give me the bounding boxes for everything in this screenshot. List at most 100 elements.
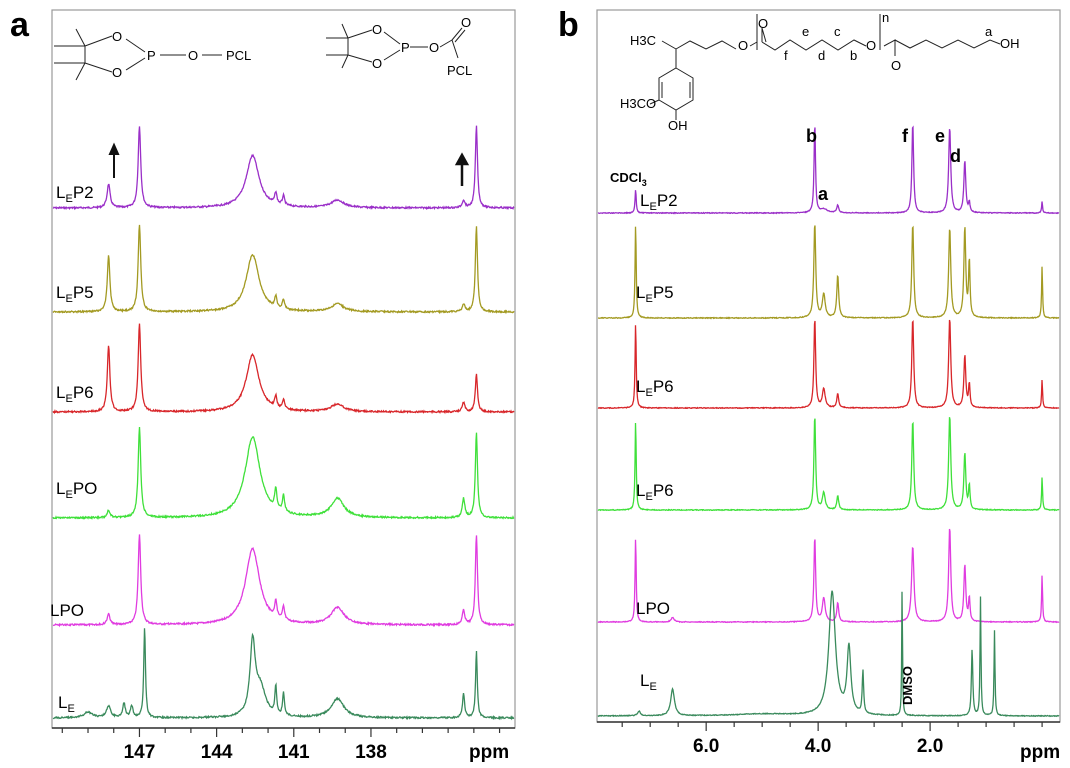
series-label-tail: P6 xyxy=(73,383,94,402)
chem-o: O xyxy=(429,40,439,55)
spectrum-lep5 xyxy=(598,225,1060,320)
series-label-sub: E xyxy=(65,489,72,501)
spectrum-lep6 xyxy=(52,323,515,415)
panel-a-xlabel: ppm xyxy=(469,742,509,763)
series-label-tail: P2 xyxy=(657,191,678,210)
panel-a-ticks: 147 144 141 138 xyxy=(61,728,501,763)
peak-label-dmso: DMSO xyxy=(900,666,915,705)
series-label-tail: P5 xyxy=(73,283,94,302)
series-label-sub: E xyxy=(67,703,74,715)
structure-eugenol-pcl xyxy=(649,14,1001,120)
series-label-sub: E xyxy=(645,293,652,305)
series-label-sub: E xyxy=(65,393,72,405)
chem-o: O xyxy=(866,38,876,53)
series-label-tail: P5 xyxy=(653,283,674,302)
chem-o: O xyxy=(112,65,122,80)
series-label-main: LPO xyxy=(50,601,84,620)
series-label: LEP2 xyxy=(56,183,94,205)
chem-label-a: a xyxy=(985,24,993,39)
series-label-main: L xyxy=(636,481,645,500)
series-label-main: L xyxy=(636,283,645,302)
series-label: LPO xyxy=(636,599,670,618)
chem-o: O xyxy=(372,22,382,37)
chem-o: O xyxy=(891,58,901,73)
panel-a-spectra xyxy=(52,125,515,721)
series-label-sub: E xyxy=(65,193,72,205)
chem-p: P xyxy=(401,40,410,55)
series-label-sub: E xyxy=(645,387,652,399)
spectrum-lep6 xyxy=(597,319,1060,410)
chem-o: O xyxy=(461,15,471,30)
series-label: LEP6 xyxy=(636,377,674,399)
panel-b-letter: b xyxy=(558,6,579,44)
panel-a-frame xyxy=(51,9,516,729)
peak-label-e: e xyxy=(935,126,945,146)
x-tick-label: 141 xyxy=(278,742,310,763)
series-label: LEP5 xyxy=(56,283,94,305)
series-label: LEP6 xyxy=(56,383,94,405)
series-label: LE xyxy=(58,693,75,715)
spectrum-lep2 xyxy=(52,125,515,211)
x-tick-label: 147 xyxy=(124,742,156,763)
x-tick-label: 4.0 xyxy=(805,736,831,757)
x-tick-label: 144 xyxy=(201,742,233,763)
chem-n: n xyxy=(882,10,889,25)
series-label-sub: E xyxy=(649,201,656,213)
series-label-tail: P2 xyxy=(73,183,94,202)
series-label-main: L xyxy=(640,671,649,690)
peak-label-a: a xyxy=(818,184,829,204)
series-label-sub: E xyxy=(65,293,72,305)
arrow-icon xyxy=(454,152,470,186)
series-label-sub: E xyxy=(649,681,656,693)
series-label-tail: P6 xyxy=(653,377,674,396)
series-label-main: L xyxy=(56,383,65,402)
arrow-icon xyxy=(108,142,120,178)
x-tick-label: 138 xyxy=(355,742,387,763)
series-label: LEP2 xyxy=(640,191,678,213)
series-label-main: L xyxy=(58,693,67,712)
chem-o: O xyxy=(188,48,198,63)
chem-o: O xyxy=(738,38,748,53)
peak-label-f: f xyxy=(902,126,909,146)
spectrum-lpo xyxy=(52,534,515,628)
panel-b-ticks: 6.0 4.0 2.0 xyxy=(621,722,1043,757)
spectrum-lep2 xyxy=(597,125,1060,215)
chem-pcl: PCL xyxy=(226,48,251,63)
chem-h3c: H3C xyxy=(630,33,656,48)
spectrum-le xyxy=(52,628,515,721)
series-label: LEP5 xyxy=(636,283,674,305)
spectrum-lep6-green xyxy=(597,417,1060,512)
structure-phosphite-pcl xyxy=(54,28,222,81)
chem-o: O xyxy=(372,56,382,71)
peak-label-cdcl3: CDCl3 xyxy=(610,170,647,188)
panel-b-spectra xyxy=(597,125,1060,718)
chem-label-c: c xyxy=(834,24,841,39)
x-tick-label: 2.0 xyxy=(917,736,943,757)
chem-label-b: b xyxy=(850,48,857,63)
peak-label-d: d xyxy=(950,146,961,166)
series-label: LEP6 xyxy=(636,481,674,503)
panel-a-letter: a xyxy=(10,6,30,44)
series-label: LPO xyxy=(50,601,84,620)
chem-p: P xyxy=(147,48,156,63)
series-label-main: LPO xyxy=(636,599,670,618)
chem-oh: OH xyxy=(668,118,688,133)
spectrum-lep5 xyxy=(52,224,515,315)
chem-label-f: f xyxy=(784,48,788,63)
chem-label-e: e xyxy=(802,24,809,39)
series-label-tail: P6 xyxy=(653,481,674,500)
chem-o: O xyxy=(112,29,122,44)
series-label-tail: PO xyxy=(73,479,98,498)
spectrum-le xyxy=(597,590,1060,718)
structure-phosphite-ester-pcl xyxy=(326,23,466,69)
x-tick-label: 6.0 xyxy=(693,736,719,757)
series-label-main: L xyxy=(56,183,65,202)
series-label-main: L xyxy=(56,479,65,498)
chem-oh: OH xyxy=(1000,36,1020,51)
peak-label-b: b xyxy=(806,126,817,146)
chem-label-d: d xyxy=(818,48,825,63)
chem-pcl: PCL xyxy=(447,63,472,78)
spectrum-lepo xyxy=(52,426,515,521)
